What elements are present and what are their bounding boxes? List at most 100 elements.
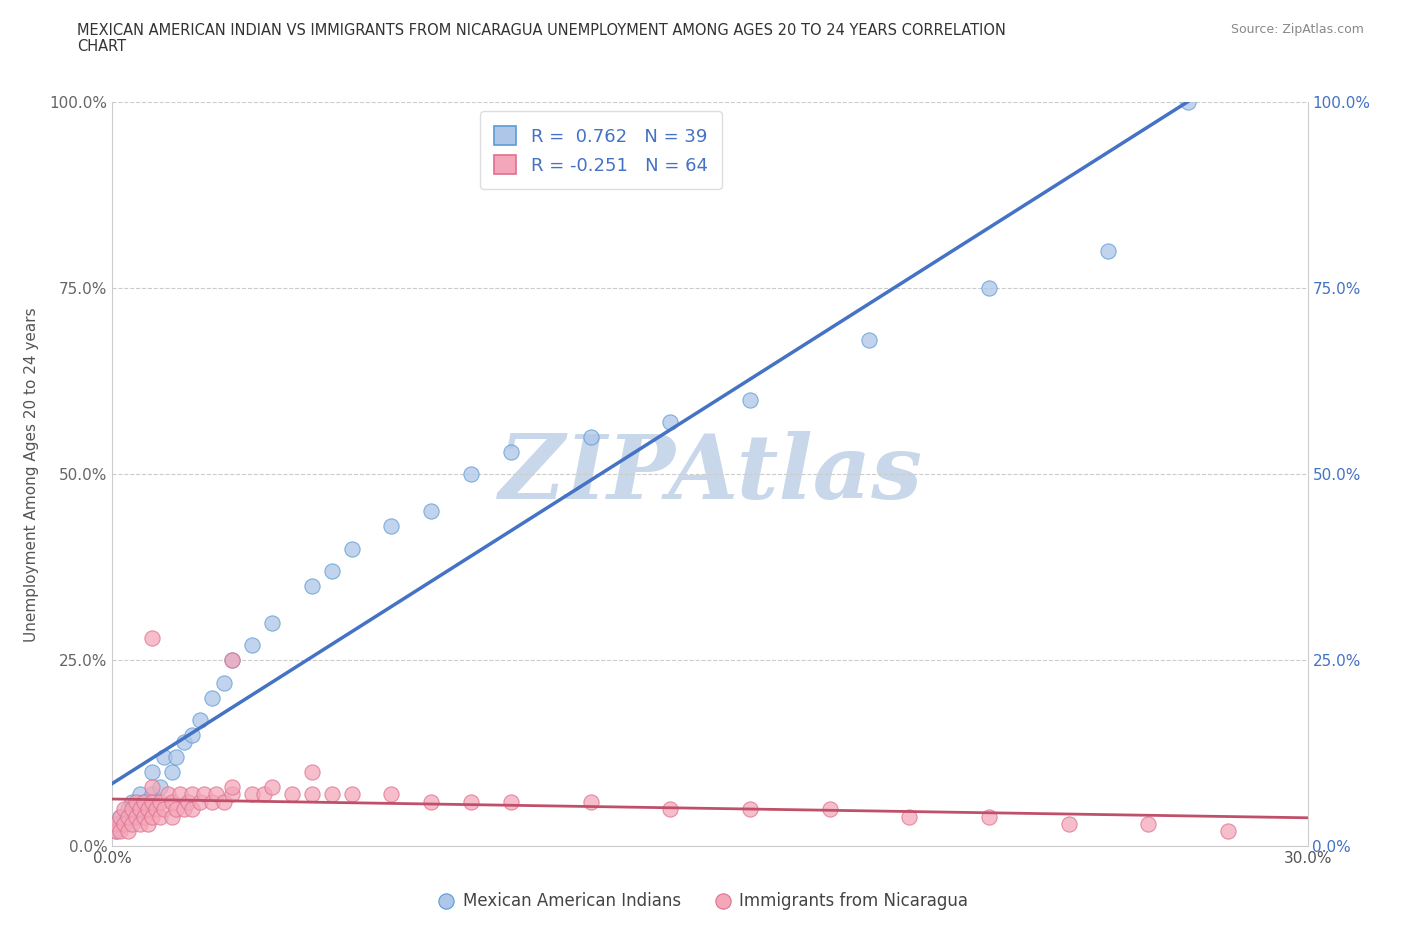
Point	[145, 802, 167, 817]
Point	[141, 794, 163, 809]
Point	[110, 817, 132, 831]
Point	[340, 787, 363, 802]
Point	[169, 787, 191, 802]
Point	[977, 809, 1000, 824]
Point	[281, 787, 304, 802]
Point	[165, 750, 187, 764]
Point	[420, 504, 443, 519]
Point	[138, 802, 160, 817]
Point	[149, 794, 172, 809]
Point	[177, 794, 200, 809]
Point	[141, 764, 163, 779]
Point	[1216, 824, 1239, 839]
Point	[977, 281, 1000, 296]
Point	[125, 794, 148, 809]
Point	[1097, 244, 1119, 259]
Point	[321, 564, 343, 578]
Legend: R =  0.762   N = 39, R = -0.251   N = 64: R = 0.762 N = 39, R = -0.251 N = 64	[479, 112, 723, 189]
Point	[105, 824, 128, 839]
Point	[162, 764, 183, 779]
Point	[738, 802, 761, 817]
Point	[188, 794, 211, 809]
Point	[105, 824, 128, 839]
Text: CHART: CHART	[77, 39, 127, 54]
Point	[129, 787, 152, 802]
Point	[221, 779, 243, 794]
Point	[141, 779, 163, 794]
Point	[110, 809, 132, 824]
Point	[105, 817, 128, 831]
Point	[253, 787, 276, 802]
Point	[138, 802, 160, 817]
Point	[1177, 95, 1199, 110]
Point	[114, 802, 135, 817]
Point	[579, 430, 602, 445]
Point	[380, 519, 402, 534]
Text: ZIPAtlas: ZIPAtlas	[499, 431, 921, 518]
Point	[201, 690, 224, 705]
Point	[1137, 817, 1160, 831]
Point	[157, 787, 180, 802]
Point	[205, 787, 228, 802]
Point	[738, 392, 761, 407]
Point	[121, 802, 143, 817]
Point	[201, 794, 224, 809]
Point	[129, 802, 152, 817]
Point	[110, 824, 132, 839]
Point	[114, 817, 135, 831]
Point	[141, 787, 163, 802]
Point	[1057, 817, 1080, 831]
Point	[181, 787, 204, 802]
Point	[121, 817, 143, 831]
Point	[240, 787, 263, 802]
Point	[149, 809, 172, 824]
Point	[121, 809, 143, 824]
Point	[340, 541, 363, 556]
Point	[659, 415, 682, 430]
Point	[153, 750, 176, 764]
Point	[188, 712, 211, 727]
Point	[121, 794, 143, 809]
Point	[221, 653, 243, 668]
Point	[818, 802, 841, 817]
Text: Source: ZipAtlas.com: Source: ZipAtlas.com	[1230, 23, 1364, 36]
Text: MEXICAN AMERICAN INDIAN VS IMMIGRANTS FROM NICARAGUA UNEMPLOYMENT AMONG AGES 20 : MEXICAN AMERICAN INDIAN VS IMMIGRANTS FR…	[77, 23, 1007, 38]
Point	[301, 578, 323, 593]
Point	[141, 631, 163, 645]
Point	[162, 794, 183, 809]
Point	[173, 802, 195, 817]
Point	[193, 787, 215, 802]
Point	[212, 675, 235, 690]
Y-axis label: Unemployment Among Ages 20 to 24 years: Unemployment Among Ages 20 to 24 years	[24, 307, 38, 642]
Point	[898, 809, 921, 824]
Point	[499, 445, 522, 459]
Point	[380, 787, 402, 802]
Point	[149, 779, 172, 794]
Point	[221, 653, 243, 668]
Point	[301, 787, 323, 802]
Point	[659, 802, 682, 817]
Point	[141, 809, 163, 824]
Point	[499, 794, 522, 809]
Point	[260, 779, 283, 794]
Point	[460, 467, 482, 482]
Point	[117, 809, 139, 824]
Point	[321, 787, 343, 802]
Point	[181, 802, 204, 817]
Point	[181, 727, 204, 742]
Point	[858, 333, 880, 348]
Point	[129, 817, 152, 831]
Point	[153, 802, 176, 817]
Point	[117, 802, 139, 817]
Point	[260, 616, 283, 631]
Point	[240, 638, 263, 653]
Point	[301, 764, 323, 779]
Point	[221, 787, 243, 802]
Point	[110, 809, 132, 824]
Point	[173, 735, 195, 750]
Point	[162, 809, 183, 824]
Point	[134, 794, 156, 809]
Point	[212, 794, 235, 809]
Point	[114, 817, 135, 831]
Point	[125, 802, 148, 817]
